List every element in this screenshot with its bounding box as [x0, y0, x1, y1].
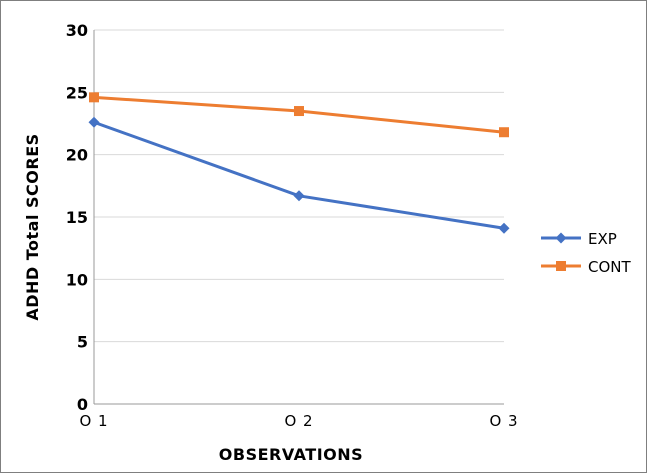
y-tick-label: 10: [66, 270, 88, 289]
legend-label: EXP: [588, 230, 617, 248]
y-tick-label: 0: [77, 395, 88, 414]
y-axis-title: ADHD Total SCORES: [23, 133, 42, 320]
data-point: [294, 106, 304, 117]
y-tick-label: 15: [66, 208, 88, 227]
x-tick-label: O 1: [79, 412, 108, 430]
gridlines: [94, 29, 504, 343]
data-point: [499, 127, 509, 138]
y-tick-label: 25: [66, 83, 88, 102]
legend: EXP CONT: [541, 230, 632, 276]
legend-item-cont: CONT: [541, 258, 632, 276]
legend-label: CONT: [588, 258, 632, 276]
y-tick-label: 30: [66, 21, 88, 40]
data-point: [88, 116, 100, 128]
y-tick-labels: 0 5 10 15 20 25 30: [66, 21, 88, 414]
x-tick-label: O 3: [489, 412, 518, 430]
y-tick-label: 20: [66, 146, 88, 165]
x-axis-title: OBSERVATIONS: [219, 445, 363, 464]
data-point: [498, 222, 510, 234]
x-tick-label: O 2: [284, 412, 313, 430]
x-tick-labels: O 1 O 2 O 3: [79, 412, 518, 430]
data-point: [293, 190, 305, 202]
series-exp: [88, 116, 510, 234]
data-point: [89, 92, 99, 103]
legend-marker: [555, 232, 567, 244]
y-tick-label: 5: [77, 333, 88, 352]
series-cont: [89, 92, 509, 138]
legend-marker: [556, 261, 566, 271]
series-layer: [88, 92, 510, 234]
legend-item-exp: EXP: [541, 230, 617, 248]
